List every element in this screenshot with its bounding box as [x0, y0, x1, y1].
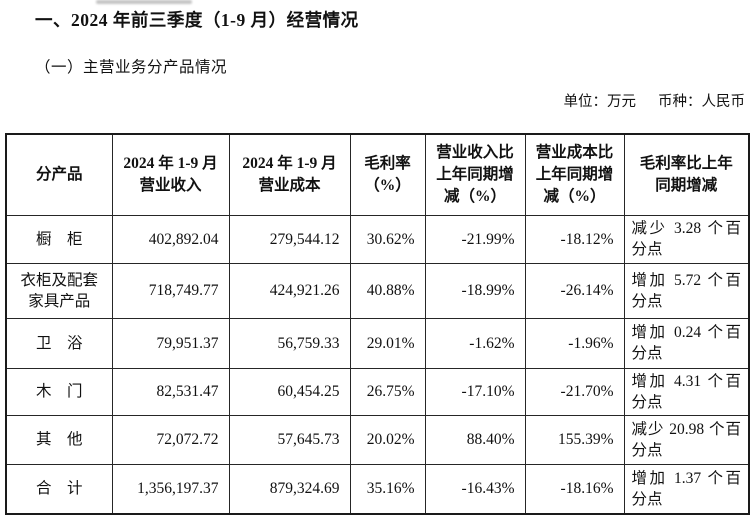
cell-cost: 57,645.73	[228, 414, 351, 465]
cell-margin-yoy: 增加 1.37 个百分点	[623, 463, 750, 515]
cell-gross-margin: 20.02%	[349, 414, 426, 465]
cell-cost-yoy: -21.70%	[524, 367, 625, 416]
header-cost: 2024 年 1-9 月营业成本	[228, 133, 351, 216]
cell-revenue-yoy: -21.99%	[424, 214, 526, 264]
subsection-title: （一）主营业务分产品情况	[35, 59, 228, 76]
cell-revenue: 718,749.77	[111, 262, 230, 319]
cell-revenue: 79,951.37	[111, 317, 230, 369]
cell-product: 其 他	[5, 414, 113, 465]
cell-cost-yoy: -18.16%	[524, 463, 625, 515]
table-row: 卫 浴 79,951.37 56,759.33 29.01% -1.62% -1…	[5, 317, 750, 369]
cell-margin-yoy: 增加 0.24 个百分点	[623, 317, 750, 369]
cell-product: 木 门	[5, 367, 113, 416]
cell-product: 合 计	[5, 463, 113, 515]
cell-margin-yoy: 减少 20.98 个百分点	[623, 414, 750, 465]
cell-gross-margin: 26.75%	[349, 367, 426, 416]
table-row: 木 门 82,531.47 60,454.25 26.75% -17.10% -…	[5, 367, 750, 416]
cell-product: 衣柜及配套家具产品	[5, 262, 113, 319]
cell-revenue-yoy: -1.62%	[424, 317, 526, 369]
cell-revenue: 72,072.72	[111, 414, 230, 465]
cell-cost-yoy: -18.12%	[524, 214, 625, 264]
cell-revenue-yoy: 88.40%	[424, 414, 526, 465]
table-row: 橱 柜 402,892.04 279,544.12 30.62% -21.99%…	[5, 214, 750, 264]
currency-label: 币种：人民币	[658, 94, 745, 110]
table-row: 衣柜及配套家具产品 718,749.77 424,921.26 40.88% -…	[5, 262, 750, 319]
cell-cost-yoy: 155.39%	[524, 414, 625, 465]
cell-revenue: 402,892.04	[111, 214, 230, 264]
cell-cost: 60,454.25	[228, 367, 351, 416]
scan-artifact	[96, 0, 192, 4]
cell-margin-yoy: 增加 5.72 个百分点	[623, 262, 750, 319]
header-gross-margin: 毛利率（%）	[349, 133, 426, 216]
header-margin-yoy: 毛利率比上年同期增减	[623, 133, 750, 216]
header-revenue-yoy: 营业收入比上年同期增减（%）	[424, 133, 526, 216]
unit-label: 单位：万元	[563, 94, 637, 110]
table-header-row: 分产品 2024 年 1-9 月营业收入 2024 年 1-9 月营业成本 毛利…	[5, 133, 750, 216]
cell-gross-margin: 30.62%	[349, 214, 426, 264]
cell-revenue: 82,531.47	[111, 367, 230, 416]
cell-cost: 424,921.26	[228, 262, 351, 319]
cell-cost: 56,759.33	[228, 317, 351, 369]
unit-note-line: 单位：万元 币种：人民币	[564, 92, 746, 112]
cell-gross-margin: 40.88%	[349, 262, 426, 319]
section-title: 一、2024 年前三季度（1-9 月）经营情况	[35, 10, 359, 30]
cell-cost-yoy: -1.96%	[524, 317, 625, 369]
product-performance-table: 分产品 2024 年 1-9 月营业收入 2024 年 1-9 月营业成本 毛利…	[5, 133, 750, 515]
cell-cost: 879,324.69	[228, 463, 351, 515]
cell-gross-margin: 35.16%	[349, 463, 426, 515]
cell-revenue-yoy: -17.10%	[424, 367, 526, 416]
cell-cost-yoy: -26.14%	[524, 262, 625, 319]
cell-cost: 279,544.12	[228, 214, 351, 264]
cell-revenue: 1,356,197.37	[111, 463, 230, 515]
cell-revenue-yoy: -18.99%	[424, 262, 526, 319]
cell-gross-margin: 29.01%	[349, 317, 426, 369]
header-cost-yoy: 营业成本比上年同期增减（%）	[524, 133, 625, 216]
header-product: 分产品	[5, 133, 113, 216]
table-row: 其 他 72,072.72 57,645.73 20.02% 88.40% 15…	[5, 414, 750, 465]
cell-revenue-yoy: -16.43%	[424, 463, 526, 515]
cell-margin-yoy: 减少 3.28 个百分点	[623, 214, 750, 264]
cell-margin-yoy: 增加 4.31 个百分点	[623, 367, 750, 416]
header-revenue: 2024 年 1-9 月营业收入	[111, 133, 230, 216]
cell-product: 卫 浴	[5, 317, 113, 369]
table-row-total: 合 计 1,356,197.37 879,324.69 35.16% -16.4…	[5, 463, 750, 515]
cell-product: 橱 柜	[5, 214, 113, 264]
